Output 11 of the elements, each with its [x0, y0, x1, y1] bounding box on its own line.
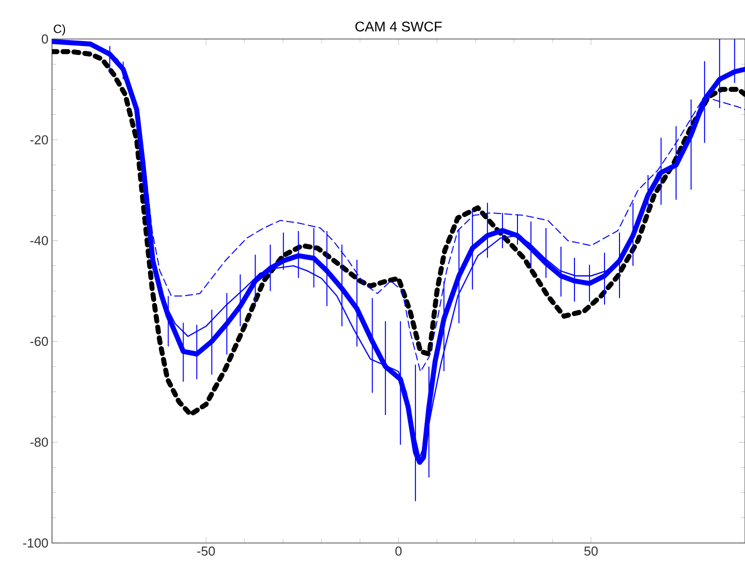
y-tick-label: 0 [42, 34, 48, 44]
x-tick-label: 50 [584, 546, 598, 556]
y-tick-label: -40 [30, 236, 48, 246]
y-tick-label: -60 [30, 336, 48, 346]
chart-title: CAM 4 SWCF [355, 22, 442, 32]
x-tick-label: -50 [197, 546, 215, 556]
y-tick-label: -20 [30, 135, 48, 144]
x-tick-label: 0 [395, 546, 402, 556]
y-tick-label: -80 [30, 438, 48, 447]
text: C) [54, 24, 66, 36]
y-tick-label: -100 [23, 538, 48, 548]
